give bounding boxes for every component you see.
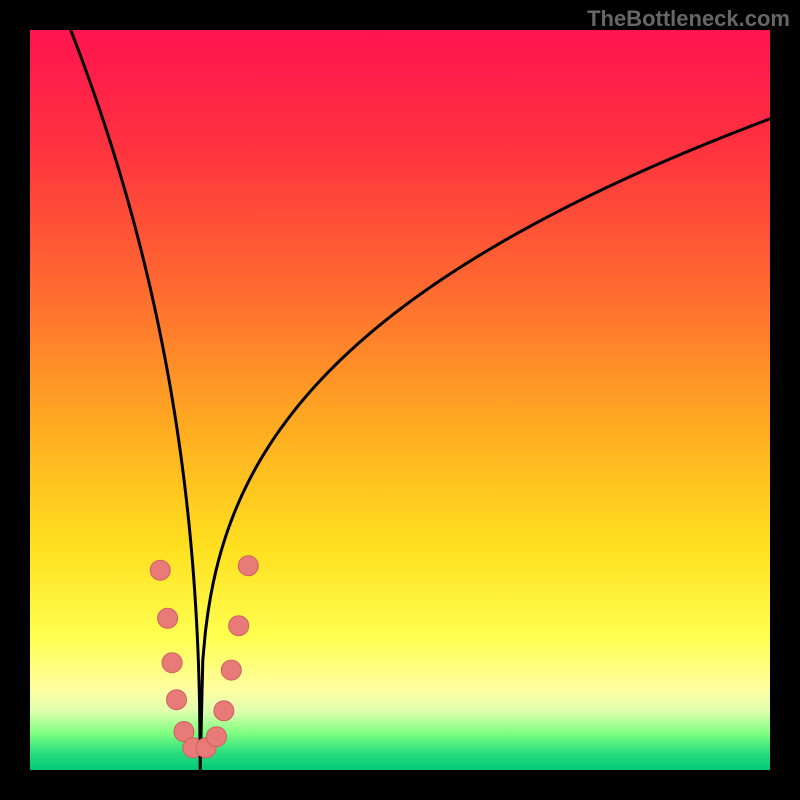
data-marker (162, 653, 182, 673)
data-marker (229, 616, 249, 636)
chart-container: TheBottleneck.com (0, 0, 800, 800)
data-marker (214, 701, 234, 721)
data-marker (206, 727, 226, 747)
data-marker (167, 690, 187, 710)
data-marker (221, 660, 241, 680)
watermark-text: TheBottleneck.com (587, 6, 790, 32)
data-marker (158, 608, 178, 628)
plot-gradient-background (30, 30, 770, 770)
data-marker (150, 560, 170, 580)
bottleneck-curve-chart (0, 0, 800, 800)
data-marker (238, 556, 258, 576)
